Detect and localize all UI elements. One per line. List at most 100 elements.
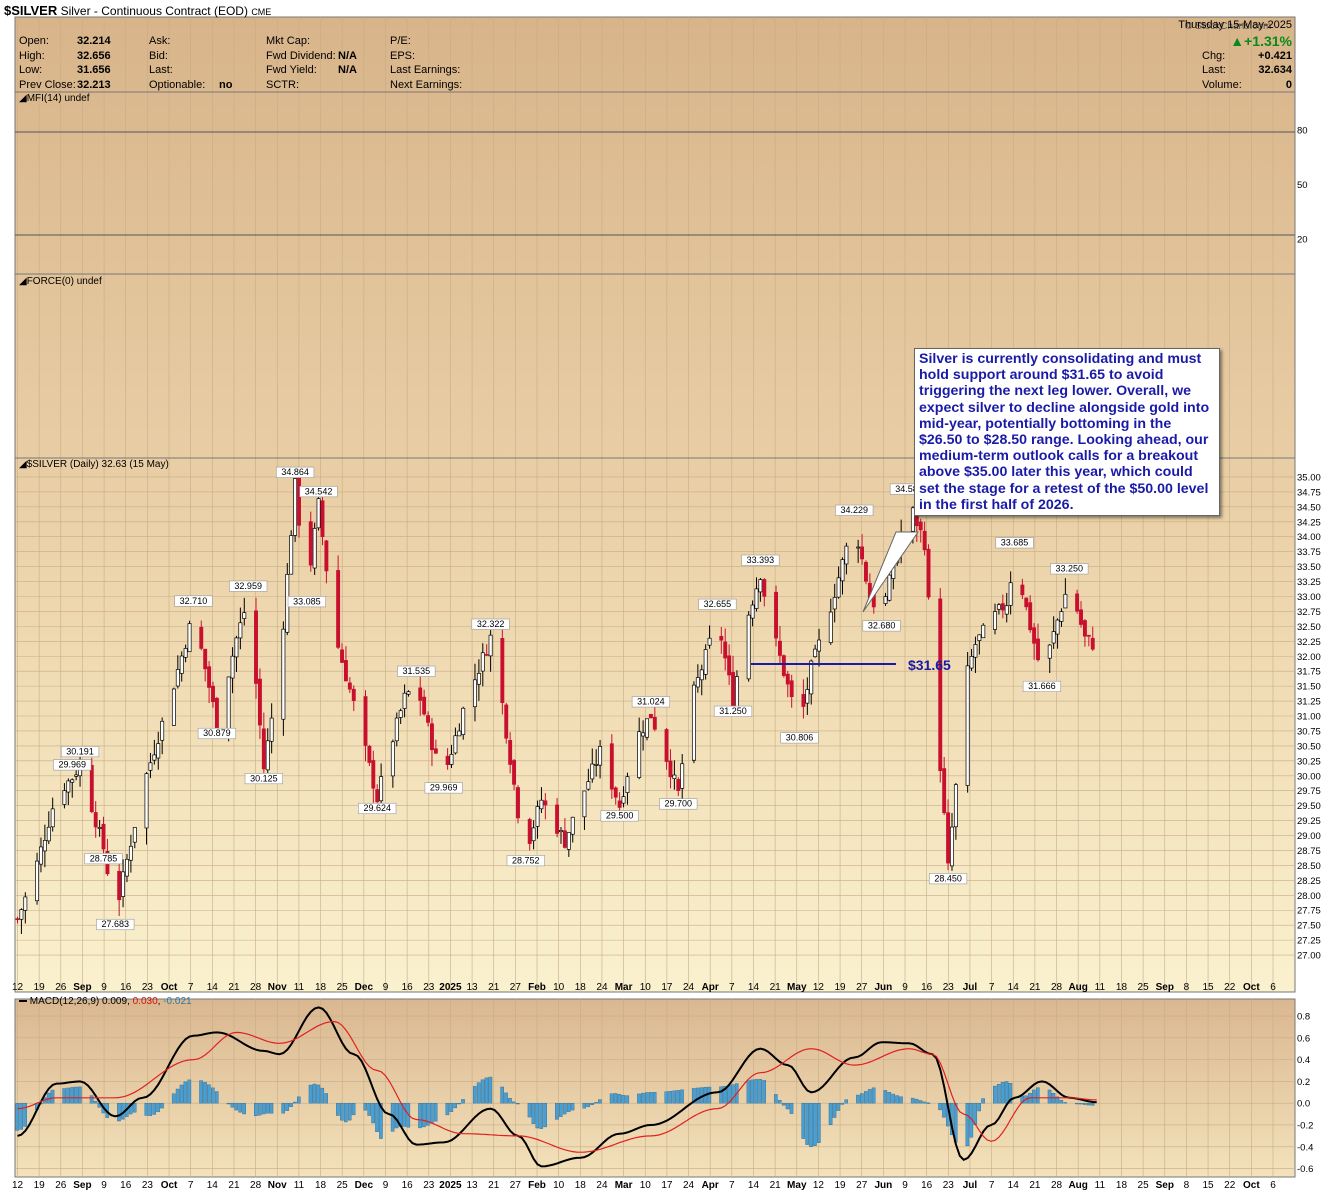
x-tick-label: 27: [510, 1180, 522, 1191]
level-label-box: [1022, 680, 1062, 693]
candle-body: [887, 574, 892, 601]
candle-body: [641, 732, 646, 737]
level-label: 31.250: [719, 706, 747, 716]
credit: © StockCharts.com: [1185, 21, 1271, 32]
x-tick-label: Oct: [161, 982, 178, 993]
candle-body: [445, 755, 450, 765]
candle-body: [101, 823, 106, 850]
level-label-box: [471, 618, 510, 630]
x-tick-label: Dec: [355, 1180, 374, 1191]
level-label-box: [659, 798, 698, 810]
price-tick-label: 28.50: [1297, 861, 1321, 872]
level-label: 28.785: [90, 853, 118, 863]
histogram-bar: [617, 1094, 622, 1104]
exchange: CME: [251, 7, 272, 17]
histogram-bar: [844, 1099, 849, 1104]
histogram-bar: [367, 1103, 372, 1116]
x-tick-label: 21: [770, 982, 782, 993]
x-tick-label: Feb: [528, 982, 546, 993]
macd-tick-label: 0.2: [1297, 1077, 1310, 1088]
candle-body: [785, 673, 790, 685]
histogram-bar: [500, 1086, 504, 1104]
x-tick-label: 19: [835, 982, 847, 993]
candle-body: [1036, 638, 1040, 661]
candle-body: [500, 638, 505, 703]
histogram-bar: [777, 1100, 782, 1104]
last-earnings-label: Last Earnings:: [390, 64, 461, 76]
level-label-box: [713, 705, 753, 717]
candle-body: [1024, 597, 1029, 608]
macd-tick-label: -0.4: [1297, 1142, 1313, 1153]
chart-title: $SILVER Silver - Continuous Contract (EO…: [4, 3, 271, 18]
candle-body: [993, 611, 997, 630]
histogram-bar: [558, 1103, 563, 1117]
histogram-bar: [973, 1103, 978, 1126]
level-label: 32.322: [477, 619, 505, 629]
price-tick-label: 27.75: [1297, 906, 1321, 917]
x-tick-label: 19: [835, 1180, 847, 1191]
candle-body: [727, 655, 732, 676]
x-tick-label: 21: [1029, 1180, 1041, 1191]
candle-body: [117, 870, 122, 901]
x-tick-label: 9: [902, 1180, 908, 1191]
histogram-bar: [363, 1103, 368, 1111]
histogram-bar: [809, 1103, 813, 1147]
price-axis: 35.00 34.75 34.50 34.25 34.00 33.75 33.50 33.25…: [1297, 472, 1321, 961]
candle-body: [187, 623, 192, 653]
candle-body: [680, 763, 685, 789]
histogram-bar: [484, 1077, 489, 1104]
level-label-box: [229, 580, 268, 592]
annotation-box: Silver is currently consolidating and mu…: [914, 348, 1220, 517]
histogram-bar: [199, 1080, 203, 1104]
x-tick-label: 6: [1270, 982, 1276, 993]
histogram-bar: [672, 1090, 676, 1104]
candle-body: [996, 604, 1001, 610]
histogram-bar: [1079, 1103, 1083, 1105]
histogram-bar: [594, 1102, 598, 1104]
x-tick-label: 9: [101, 1180, 107, 1191]
bid-label: Bid:: [149, 49, 168, 62]
candle-body: [23, 896, 28, 911]
candle-body: [132, 827, 137, 843]
x-tick-label: 10: [640, 982, 652, 993]
level-label: 33.250: [1056, 564, 1084, 574]
optionable-label: Optionable:: [149, 78, 206, 91]
histogram-bar: [883, 1090, 888, 1104]
macd-tick-label: -0.6: [1297, 1164, 1313, 1175]
histogram-bar: [918, 1100, 923, 1104]
histogram-bar: [836, 1103, 841, 1111]
candle-body: [70, 779, 75, 783]
open-label: Open:: [19, 35, 49, 47]
candle-body: [254, 610, 258, 684]
candle-body: [969, 656, 974, 669]
x-tick-label: 8: [1184, 1180, 1190, 1191]
price-tick-label: 32.25: [1297, 637, 1321, 648]
x-tick-label: 23: [142, 1180, 154, 1191]
histogram-bar: [993, 1085, 997, 1104]
histogram-bar: [562, 1103, 567, 1115]
open-value: 32.214: [77, 35, 111, 47]
macd-label-text: MACD(12,26,9): [29, 996, 100, 1007]
x-tick-label: 24: [596, 982, 608, 993]
histogram-bar: [128, 1103, 133, 1115]
candle-body: [1063, 593, 1068, 609]
x-tick-label: 15: [1202, 982, 1214, 993]
histogram-bar: [668, 1091, 673, 1104]
histogram-bar: [840, 1103, 845, 1105]
x-tick-label: 6: [1270, 1180, 1276, 1191]
fwd-dividend-value: N/A: [338, 49, 357, 62]
histogram-bar: [187, 1079, 192, 1104]
candle-body: [625, 776, 630, 793]
candle-body: [836, 577, 841, 598]
x-tick-label: 25: [1138, 1180, 1150, 1191]
optionable-value: no: [219, 78, 233, 91]
candle-body: [461, 707, 466, 735]
x-tick-label: Feb: [528, 1180, 546, 1191]
candle-body: [695, 677, 700, 688]
x-tick-label: 16: [402, 982, 414, 993]
force-label-text: FORCE(0) undef: [26, 276, 102, 287]
price-tick-label: 30.50: [1297, 741, 1321, 752]
fwd-yield-label: Fwd Yield:: [266, 64, 317, 76]
x-tick-label: 18: [1116, 982, 1128, 993]
candle-body: [598, 746, 603, 766]
